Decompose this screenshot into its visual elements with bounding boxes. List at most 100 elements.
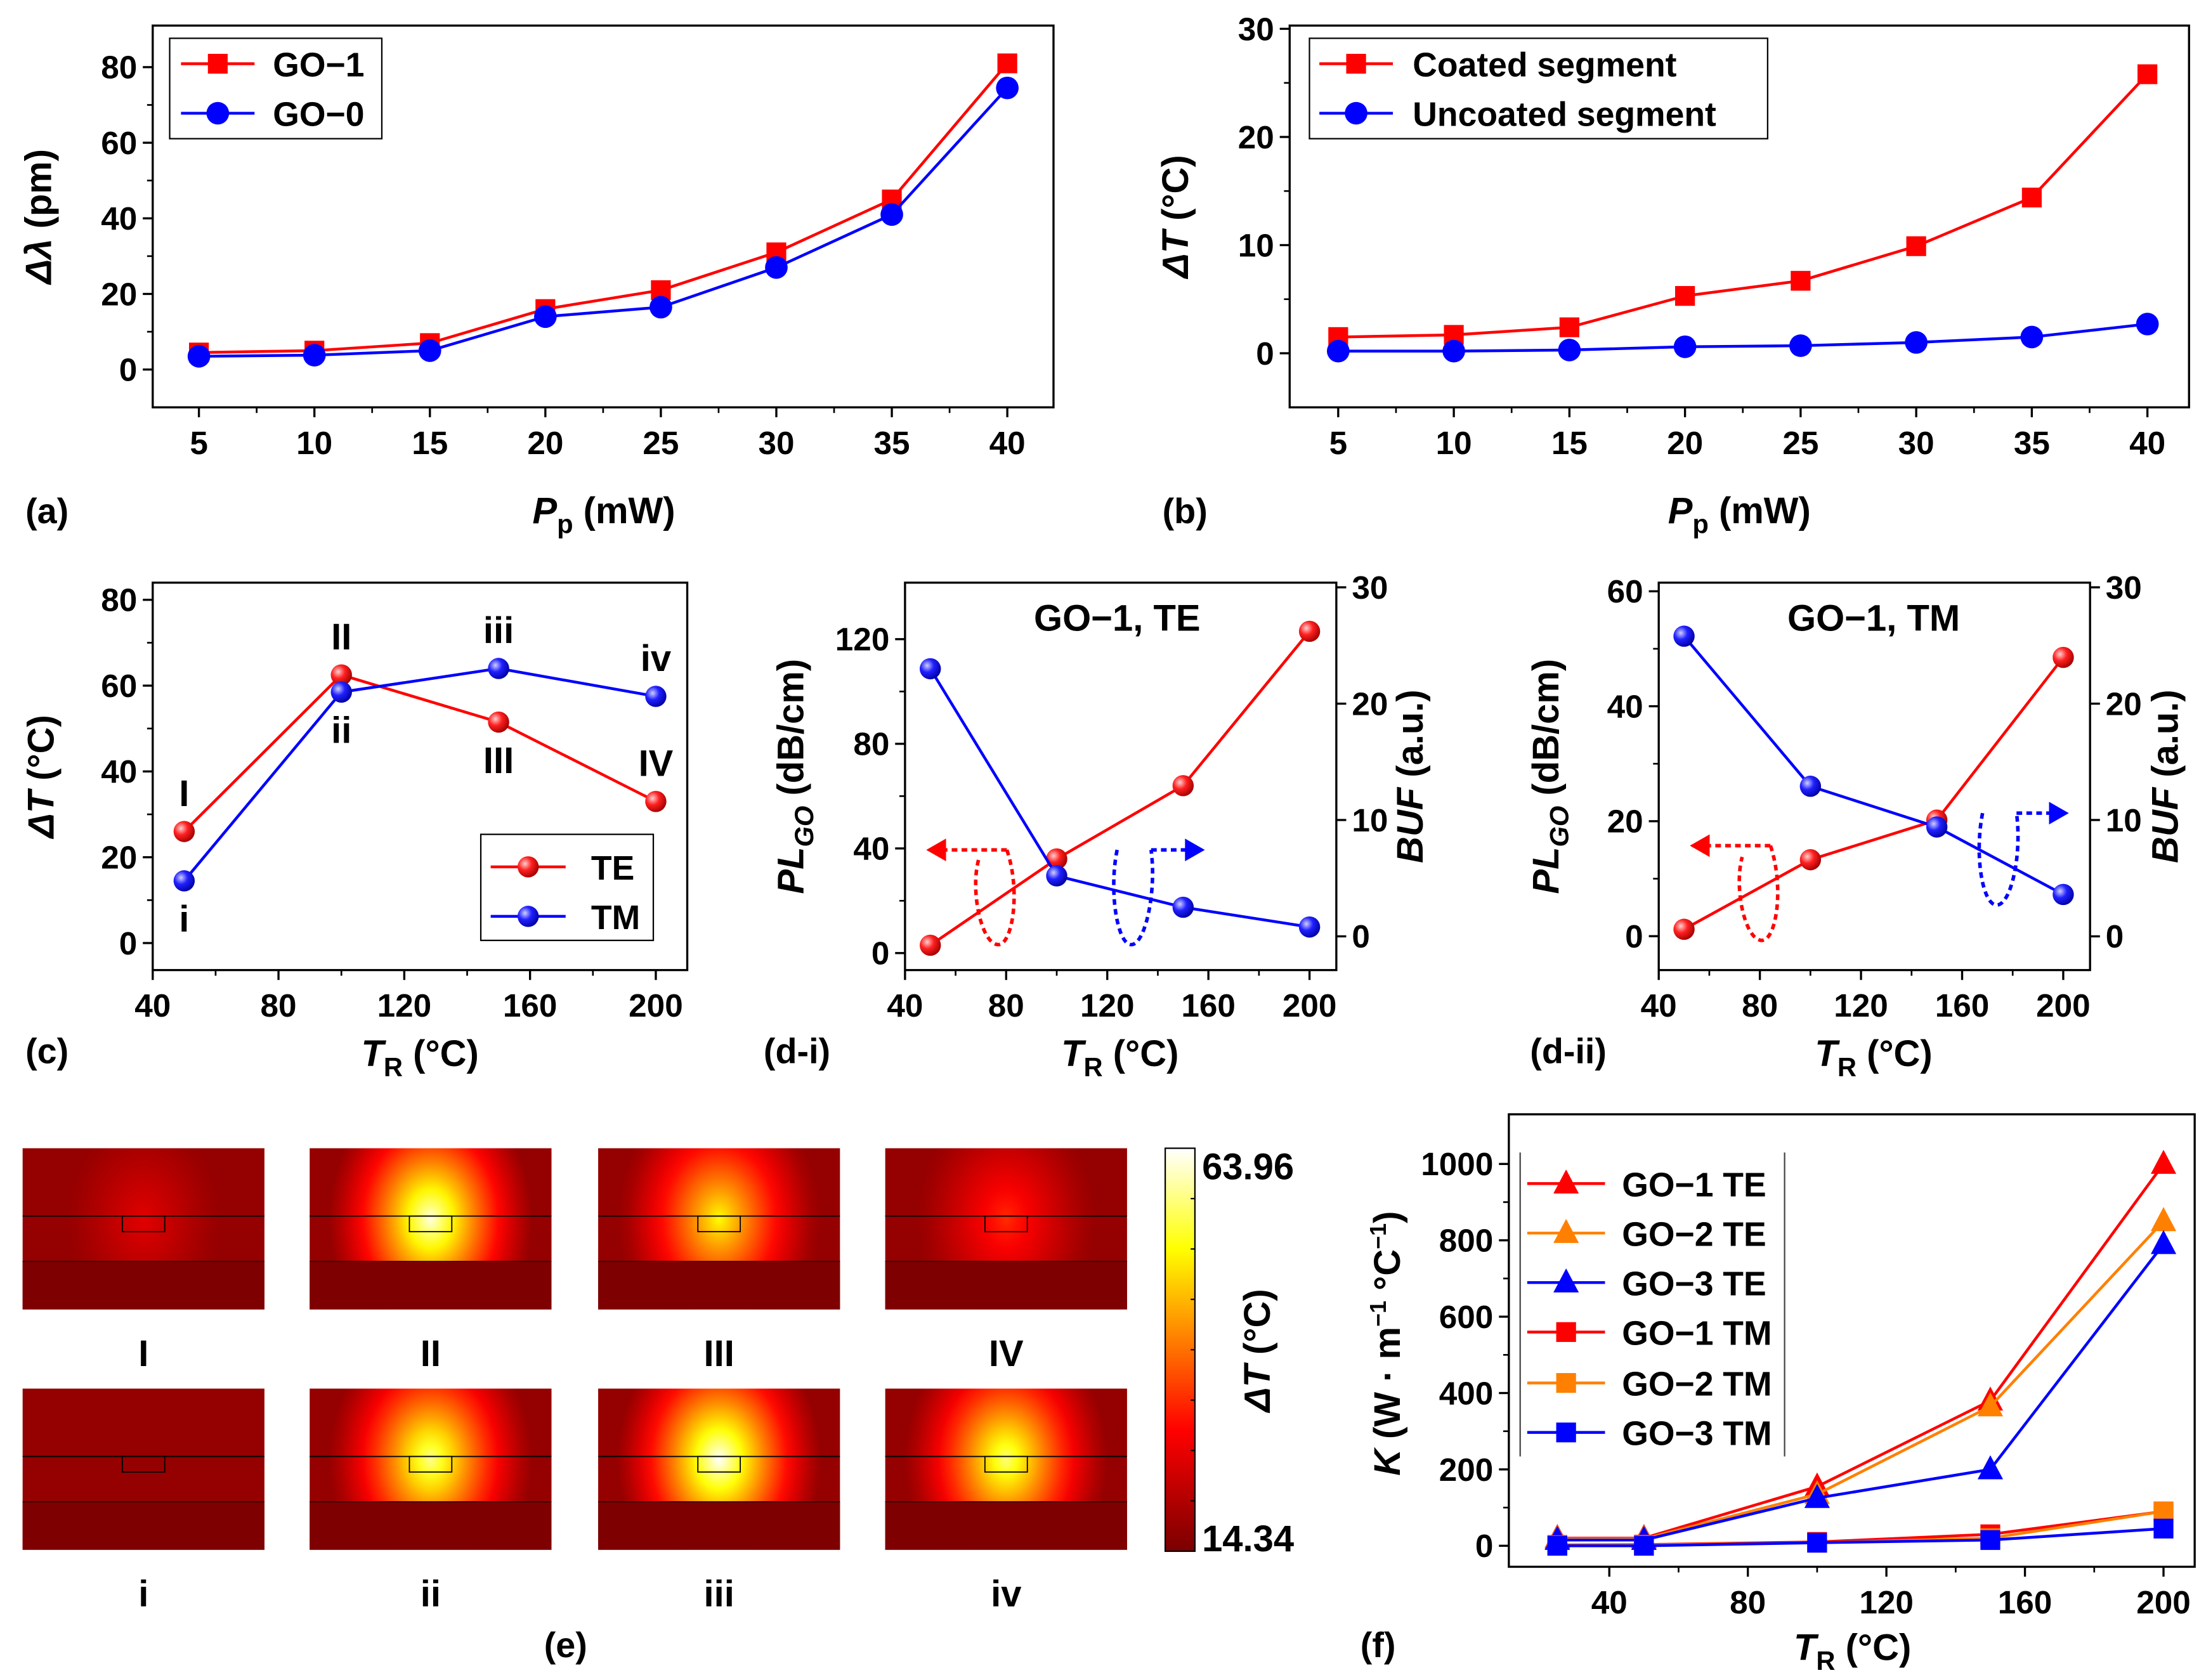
x-axis-label: TR (°C) bbox=[1794, 1628, 1911, 1676]
x-tick-label: 80 bbox=[988, 987, 1024, 1024]
data-point bbox=[2150, 1230, 2177, 1254]
y-axis-label-part: °C bbox=[1367, 1249, 1408, 1301]
series-1 bbox=[920, 658, 1321, 938]
y-tick-label: 20 bbox=[101, 840, 137, 876]
y-right-axis-label-part: BUF bbox=[1390, 786, 1431, 863]
heatmap-tile: ii bbox=[310, 1388, 552, 1615]
y-tick-label: 0 bbox=[119, 352, 138, 388]
x-tick-label: 25 bbox=[643, 425, 679, 461]
chart-title: GO−1, TM bbox=[1787, 599, 1960, 639]
dashed-loop bbox=[974, 849, 1016, 947]
x-tick-label: 40 bbox=[887, 987, 923, 1024]
y-right-tick-label: 10 bbox=[1352, 802, 1388, 838]
point-annotation: i bbox=[179, 899, 189, 940]
y-tick-label: 120 bbox=[835, 622, 890, 658]
data-point bbox=[1327, 339, 1350, 363]
data-point bbox=[330, 664, 352, 686]
data-point bbox=[1442, 339, 1465, 363]
data-point bbox=[1791, 271, 1811, 291]
legend-label: GO−1 TE bbox=[1622, 1166, 1766, 1204]
left-axis-arrow-icon bbox=[926, 838, 1016, 947]
legend-item: GO−3 TM bbox=[1527, 1416, 1772, 1453]
data-point bbox=[649, 296, 672, 319]
legend-label: GO−3 TE bbox=[1622, 1265, 1766, 1303]
data-point bbox=[645, 686, 667, 707]
data-point bbox=[2136, 313, 2159, 335]
waveguide-outline bbox=[984, 1455, 1028, 1473]
heatmap-tile: IV bbox=[885, 1148, 1127, 1374]
series-line bbox=[929, 668, 1310, 928]
x-tick-label: 40 bbox=[2129, 425, 2165, 461]
data-point bbox=[330, 681, 352, 703]
panel-label: (f) bbox=[1361, 1625, 1396, 1665]
data-point bbox=[488, 658, 509, 679]
x-tick-label: 20 bbox=[527, 425, 563, 461]
plot-frame bbox=[152, 582, 689, 972]
y-tick-label: 40 bbox=[853, 831, 889, 867]
data-point bbox=[1634, 1535, 1654, 1556]
x-axis-label: Pp (mW) bbox=[1668, 491, 1811, 539]
colorbar: 63.96 14.34 ΔT (°C) bbox=[1164, 1147, 1294, 1560]
legend-marker bbox=[1553, 1268, 1579, 1293]
y-axis-label-part: ΔT bbox=[1156, 228, 1196, 279]
y-tick-label: 10 bbox=[1238, 227, 1274, 263]
y-right-tick-label: 30 bbox=[1352, 570, 1388, 606]
data-point bbox=[1046, 865, 1067, 887]
data-point bbox=[1673, 335, 1697, 358]
substrate-region bbox=[598, 1261, 840, 1310]
chart-panel-d-ii: 40 80 120 160 200 0 20 40 60 0 10 20 30 BUF (a.u.) TR … bbox=[1526, 570, 2186, 1082]
data-point bbox=[2150, 1149, 2177, 1174]
y-axis-label: Δλ (pm) bbox=[18, 149, 59, 285]
y-axis-label-part: (dB/cm) bbox=[771, 659, 811, 806]
point-annotation: iv bbox=[641, 639, 671, 679]
panel-label: (a) bbox=[25, 492, 69, 531]
substrate-region bbox=[598, 1501, 840, 1550]
y-tick-label: 60 bbox=[1607, 573, 1643, 609]
data-point bbox=[173, 870, 195, 892]
y-axis-label-part: GO bbox=[789, 806, 819, 847]
data-point bbox=[1673, 918, 1695, 940]
data-point bbox=[1977, 1392, 2004, 1417]
data-point bbox=[488, 711, 509, 733]
y-right-axis-label-part: (a.u.) bbox=[1390, 689, 1431, 788]
data-point bbox=[2153, 1518, 2174, 1539]
y-axis-label: PLGO (dB/cm) bbox=[771, 659, 819, 894]
legend-label: Uncoated segment bbox=[1413, 96, 1716, 134]
data-point bbox=[1298, 620, 1321, 642]
x-axis-label: TR (°C) bbox=[362, 1034, 479, 1082]
waveguide-outline bbox=[697, 1455, 741, 1473]
x-tick-label: 120 bbox=[1834, 987, 1888, 1024]
data-point bbox=[1804, 1483, 1830, 1508]
point-annotation: IV bbox=[639, 744, 674, 785]
x-axis-label-part: T bbox=[1794, 1628, 1819, 1669]
point-annotation: III bbox=[483, 741, 514, 781]
data-point bbox=[2053, 883, 2074, 906]
y-right-axis-label: BUF (a.u.) bbox=[2145, 689, 2186, 863]
chart-panel-b: 5 10 15 20 25 30 35 40 0 10 20 30 Pp (mW) ΔT (°C) (b) C… bbox=[1156, 11, 2190, 539]
data-point bbox=[187, 344, 211, 368]
legend-item: Uncoated segment bbox=[1319, 96, 1716, 134]
point-annotation: II bbox=[331, 617, 351, 658]
legend-item: TM bbox=[490, 899, 640, 937]
substrate-region bbox=[310, 1261, 552, 1310]
colorbar-title-part: ΔT bbox=[1237, 1362, 1278, 1413]
tile-label: IV bbox=[989, 1334, 1024, 1374]
data-point bbox=[1172, 775, 1194, 797]
x-tick-label: 200 bbox=[629, 987, 683, 1024]
waveguide-outline bbox=[984, 1215, 1028, 1232]
data-point bbox=[1298, 916, 1321, 938]
series-line bbox=[199, 87, 1008, 358]
data-point bbox=[920, 934, 941, 956]
data-point bbox=[1807, 1532, 1827, 1553]
colorbar-gradient bbox=[1164, 1147, 1196, 1553]
x-tick-label: 40 bbox=[1591, 1584, 1628, 1620]
series-line bbox=[1338, 322, 2148, 353]
arrowhead-icon bbox=[1690, 834, 1710, 857]
legend: Coated segment Uncoated segment bbox=[1309, 37, 1768, 140]
data-point bbox=[1046, 848, 1067, 870]
y-tick-label: 40 bbox=[101, 200, 137, 237]
x-tick-label: 35 bbox=[2014, 425, 2050, 461]
x-tick-label: 200 bbox=[2136, 1584, 2191, 1620]
arrowhead-icon bbox=[1185, 838, 1205, 861]
series-line bbox=[929, 630, 1311, 947]
